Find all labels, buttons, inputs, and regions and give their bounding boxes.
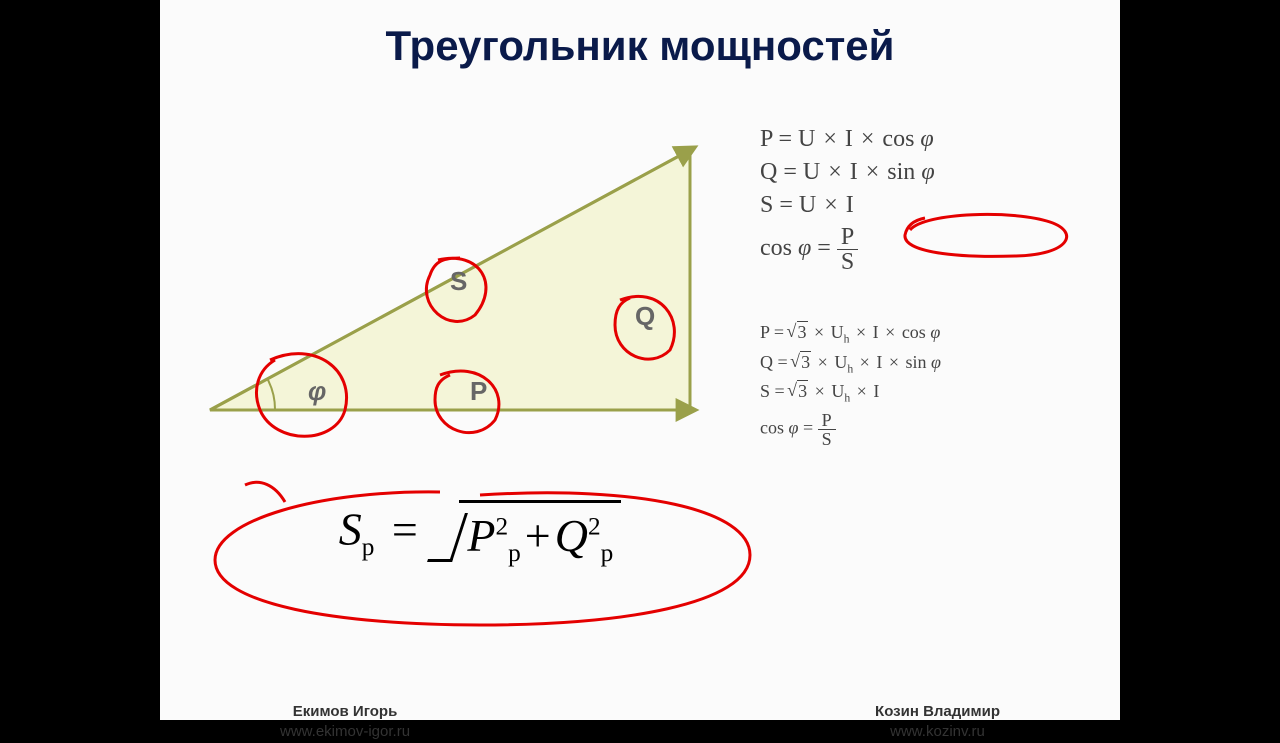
credit-left-name: Екимов Игорь <box>280 702 410 722</box>
annot-circle-formula <box>895 210 1095 260</box>
label-P: P <box>470 376 487 406</box>
label-phi: φ <box>308 376 326 406</box>
formulas-block: P = U × I × cos φQ = U × I × sin φS = U … <box>760 120 1090 454</box>
label-S: S <box>450 266 467 296</box>
credit-left-url: www.ekimov-igor.ru <box>280 722 410 742</box>
label-Q: Q <box>635 301 655 331</box>
credit-right-name: Козин Владимир <box>875 702 1000 722</box>
credit-right: Козин Владимир www.kozinv.ru <box>875 702 1000 743</box>
credit-right-url: www.kozinv.ru <box>875 722 1000 742</box>
formulas-three-phase: P = 3 × Uh × I × cos φQ = 3 × Uh × I × s… <box>760 322 1090 448</box>
power-triangle: S Q P φ <box>180 100 740 480</box>
slide-title: Треугольник мощностей <box>160 22 1120 70</box>
main-formula: Sp = P2p+Q2p <box>220 500 740 568</box>
credit-left: Екимов Игорь www.ekimov-igor.ru <box>280 702 410 743</box>
slide: Треугольник мощностей S Q P φ <box>160 0 1120 720</box>
